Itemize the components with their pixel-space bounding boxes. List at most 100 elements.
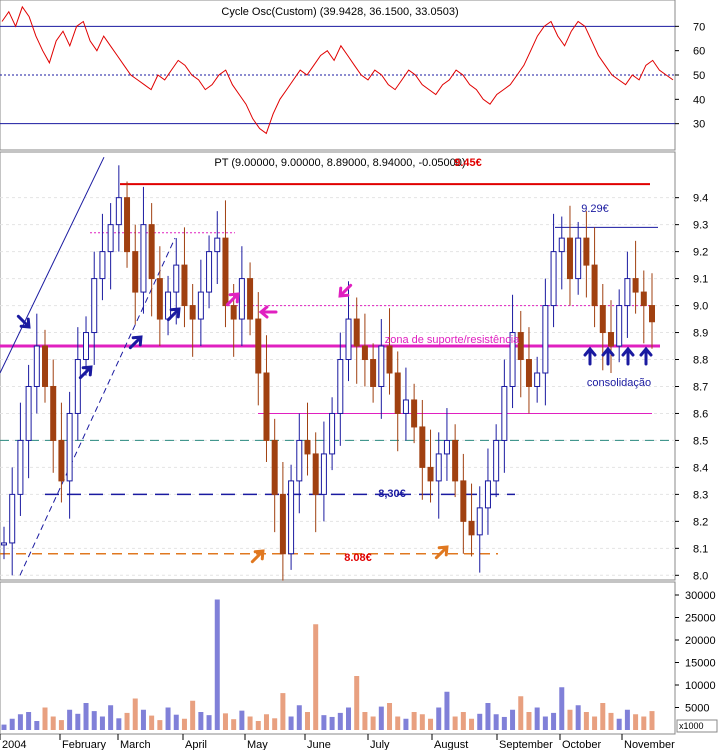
volume-bar: [91, 711, 97, 730]
blue-arrow-up: [621, 346, 635, 366]
x-axis-label: November: [624, 739, 675, 750]
price-bar-body: [66, 412, 73, 482]
price-bar-body: [419, 426, 426, 468]
volume-bar: [181, 718, 187, 730]
volume-bar: [411, 712, 417, 730]
volume-bar: [403, 718, 409, 730]
price-bar-body: [517, 332, 524, 361]
price-bar-body: [501, 385, 508, 441]
volume-bar: [419, 714, 425, 730]
price-bar-body: [296, 439, 303, 482]
volume-bar: [83, 703, 89, 730]
x-axis-label: July: [370, 739, 390, 750]
price-bar-body: [25, 385, 32, 441]
price-bar-body: [468, 520, 475, 536]
price-bar-body: [353, 318, 360, 347]
price-bar-body: [50, 385, 57, 441]
volume-bar: [124, 712, 130, 730]
volume-bar: [346, 707, 352, 730]
volume-bar: [493, 714, 499, 730]
x-axis-label: June: [307, 739, 331, 750]
price-bar-body: [435, 453, 442, 482]
price-bar-body: [238, 278, 245, 320]
price-bar-body: [484, 480, 491, 509]
price-bar-body: [140, 224, 147, 293]
price-bar-body: [411, 399, 418, 428]
price-bar-body: [189, 305, 196, 320]
volume-bar: [108, 705, 114, 730]
volume-bar: [575, 705, 581, 730]
price-bar-body: [255, 318, 262, 374]
price-bar-body: [525, 359, 532, 387]
price-bar-body: [452, 439, 459, 482]
volume-bar: [387, 703, 393, 730]
price-bar-body: [132, 251, 139, 293]
volume-bar: [641, 716, 647, 730]
volume-tick-label: 20000: [685, 635, 716, 647]
volume-bar: [501, 716, 507, 730]
price-tick-label: 9.0: [693, 301, 708, 313]
price-bar-body: [312, 453, 319, 495]
volume-bar: [452, 716, 458, 730]
price-bar-body: [173, 264, 180, 293]
volume-bar: [99, 716, 105, 730]
volume-bar: [140, 709, 146, 730]
x-axis-label: October: [562, 739, 601, 750]
price-tick-label: 9.3: [693, 220, 708, 232]
orange-arrow-up-right-shape: [434, 545, 449, 560]
price-bar-body: [107, 224, 114, 253]
mid-level-label: 8,30€: [378, 488, 406, 500]
blue-arrow-up-shape: [583, 346, 597, 366]
volume-bar: [239, 710, 245, 730]
price-bar-body: [148, 224, 155, 280]
price-bar-body: [165, 291, 172, 320]
oscillator-tick-label: 70: [693, 21, 705, 33]
volume-bar: [378, 706, 384, 730]
blue-arrow-up-right-shape: [78, 365, 93, 380]
price-bar-body: [230, 305, 237, 320]
price-tick-label: 9.4: [693, 193, 708, 205]
price-bar-body: [74, 359, 81, 414]
price-bar-body: [394, 372, 401, 414]
volume-bar: [165, 707, 171, 730]
volume-bar: [477, 713, 483, 730]
volume-bar: [296, 705, 302, 730]
x-axis-label: April: [185, 739, 207, 750]
volume-bar: [190, 700, 196, 730]
price-tick-label: 9.1: [693, 274, 708, 286]
price-bar-body: [509, 332, 516, 387]
volume-bar: [116, 718, 122, 730]
price-tick-label: 8.6: [693, 408, 708, 420]
price-tick-label: 8.0: [693, 570, 708, 582]
volume-bar: [370, 716, 376, 730]
volume-bar: [280, 693, 286, 730]
price-bar-body: [288, 480, 295, 555]
volume-bar: [247, 716, 253, 730]
blue-arrow-down-right: [16, 314, 31, 329]
price-bar-body: [197, 291, 204, 320]
x-axis-label: August: [434, 739, 468, 750]
volume-bar: [583, 712, 589, 730]
price-bar-body: [575, 237, 582, 280]
price-tick-label: 8.3: [693, 489, 708, 501]
volume-bar: [75, 713, 81, 730]
volume-bar: [551, 712, 557, 730]
price-bar-body: [386, 345, 393, 374]
price-bar-body: [222, 237, 229, 307]
price-bar-body: [42, 345, 49, 387]
volume-bar: [34, 721, 40, 730]
volume-bar: [436, 707, 442, 730]
volume-bar: [313, 624, 319, 730]
volume-bar: [206, 715, 212, 730]
volume-bar: [592, 716, 598, 730]
price-bar-body: [345, 318, 352, 361]
price-bar-body: [247, 278, 254, 320]
orange-arrow-up-right: [434, 545, 449, 560]
volume-bar: [304, 712, 310, 730]
price-bar-body: [337, 359, 344, 414]
volume-tick-label: 10000: [685, 680, 716, 692]
volume-unit-box: [676, 719, 718, 733]
pink-arrow-down-left-shape: [338, 283, 353, 298]
price-bar-body: [534, 372, 541, 387]
